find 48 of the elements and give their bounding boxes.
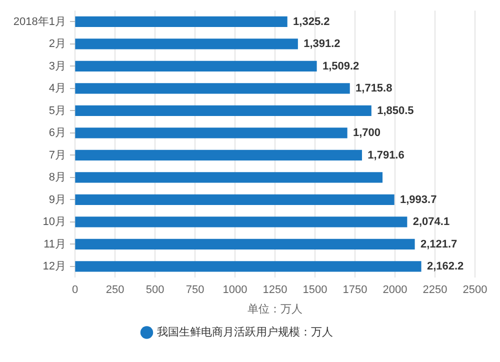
bar: [75, 128, 348, 138]
bar: [75, 238, 415, 250]
x-tick-label: 500: [146, 284, 164, 296]
y-tick-label: 10月: [42, 216, 66, 228]
data-label: 1,391.2: [304, 38, 340, 50]
data-label: 1,791.6: [368, 149, 404, 162]
y-tick-label: 12月: [42, 260, 66, 273]
y-tick-label: 11月: [44, 238, 66, 250]
bar: [75, 38, 298, 50]
bar: [75, 172, 383, 183]
data-label: 2,162.2: [426, 260, 464, 273]
data-label: 1,325.2: [293, 16, 330, 28]
data-label: 2,121.7: [420, 238, 458, 250]
x-tick-label: 2500: [462, 284, 488, 296]
bar: [75, 261, 422, 272]
bar: [75, 60, 317, 72]
legend-label: 我国生鲜电商月活跃用户规模：万人: [156, 326, 333, 339]
y-tick-label: 6月: [48, 127, 66, 140]
y-tick-label: 2月: [48, 38, 66, 50]
data-label: 1,715.8: [356, 82, 392, 95]
x-axis-title: 单位：万人: [248, 302, 302, 316]
x-tick-label: 0: [72, 284, 78, 296]
y-tick-label: 4月: [48, 82, 66, 95]
x-tick-label: 1750: [342, 284, 368, 296]
data-label: 2,074.1: [412, 216, 450, 228]
y-tick-label: 7月: [48, 149, 66, 162]
x-tick-label: 1500: [302, 284, 328, 296]
data-label: 1,509.2: [322, 60, 360, 72]
data-label: 1,700: [353, 127, 381, 140]
y-tick-label: 3月: [48, 60, 66, 72]
x-tick-label: 250: [106, 284, 124, 296]
data-label: 1,850.5: [377, 104, 414, 117]
bar: [75, 83, 350, 94]
bar: [75, 194, 394, 206]
x-tick-label: 750: [186, 284, 204, 296]
x-tick-label: 1250: [262, 284, 288, 296]
bar: [75, 105, 372, 116]
bar: [75, 216, 408, 228]
y-tick-label: 8月: [48, 172, 66, 184]
data-label: 1,993.7: [400, 194, 437, 206]
x-tick-label: 2000: [382, 284, 408, 296]
y-tick-label: 5月: [48, 104, 66, 117]
x-tick-label: 2250: [422, 284, 448, 296]
bar: [75, 16, 288, 28]
bar: [75, 150, 362, 161]
y-tick-label: 9月: [48, 194, 66, 206]
y-tick-label: 2018年1月: [13, 16, 66, 28]
x-tick-label: 1000: [222, 284, 248, 296]
